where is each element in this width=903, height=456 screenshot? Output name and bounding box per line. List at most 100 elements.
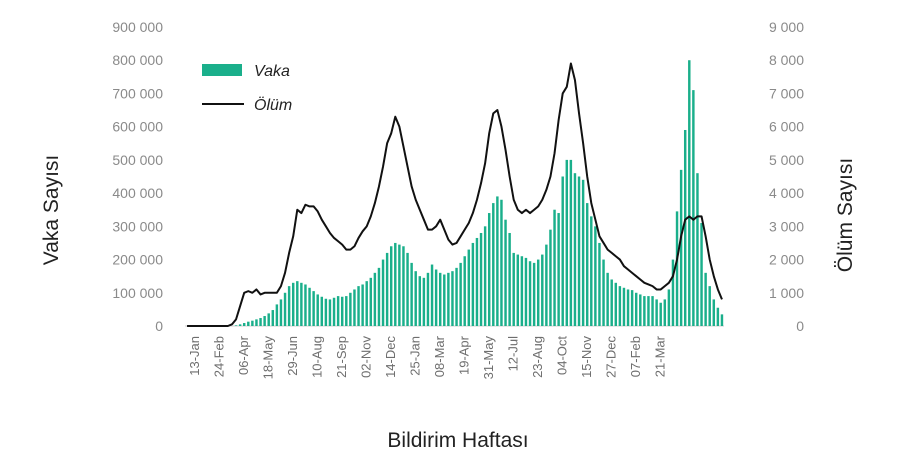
x-tick-label: 04-Oct <box>555 336 570 375</box>
case-bar <box>426 272 430 326</box>
case-bar <box>520 256 524 326</box>
case-bar <box>553 209 556 326</box>
case-bar <box>365 281 368 326</box>
left-tick-label: 300 000 <box>112 218 163 234</box>
case-bar <box>577 176 581 326</box>
case-bar <box>430 264 434 326</box>
x-tick-label: 21-Sep <box>334 336 349 378</box>
case-bar <box>712 299 716 326</box>
legend: Vaka Ölüm <box>202 63 292 114</box>
case-bar <box>369 277 373 326</box>
case-bar <box>381 259 385 326</box>
case-bar <box>659 302 662 326</box>
x-tick-label: 12-Jul <box>506 336 521 372</box>
case-bar <box>504 219 507 326</box>
case-bar <box>692 90 695 327</box>
case-bar <box>463 256 466 326</box>
case-bar <box>483 226 487 326</box>
left-axis-ticks: 0 100 000 200 000 300 000 400 000 500 000 600 … <box>112 19 163 334</box>
case-bar <box>528 261 532 326</box>
left-tick-label: 600 000 <box>112 119 163 135</box>
case-bar <box>459 262 462 326</box>
x-tick-label: 27-Dec <box>604 336 619 378</box>
death-line <box>187 62 723 327</box>
case-bar <box>565 159 569 326</box>
case-bar <box>639 294 642 326</box>
x-tick-label: 25-Jan <box>408 336 423 376</box>
case-bar <box>259 318 262 326</box>
case-bar <box>622 287 626 326</box>
case-bar <box>242 323 246 326</box>
case-bar <box>385 252 389 326</box>
case-bar <box>287 286 291 326</box>
case-bar <box>487 213 491 326</box>
y-right-axis-title: Ölüm Sayısı <box>834 158 857 272</box>
case-bar <box>353 289 356 326</box>
case-bar <box>716 307 720 326</box>
case-bar <box>451 271 454 326</box>
right-tick-label: 7 000 <box>769 85 804 101</box>
case-bar <box>651 296 654 326</box>
case-bar <box>671 259 675 326</box>
x-tick-label: 02-Nov <box>359 336 374 378</box>
case-bar <box>418 276 422 326</box>
x-tick-label: 24-Feb <box>212 336 227 377</box>
case-bar <box>667 289 671 326</box>
x-tick-label: 10-Aug <box>310 336 325 378</box>
left-tick-label: 100 000 <box>112 285 163 301</box>
case-bar <box>594 226 597 326</box>
case-bar <box>679 169 683 326</box>
case-bar <box>394 242 397 326</box>
x-tick-label: 19-Apr <box>457 335 472 375</box>
x-tick-label: 15-Nov <box>579 336 594 378</box>
case-bar <box>328 299 332 326</box>
case-bar <box>434 269 438 326</box>
case-bar <box>561 176 564 326</box>
case-bar <box>336 296 340 326</box>
case-bar <box>398 244 401 326</box>
case-bar <box>312 291 315 326</box>
x-tick-label: 14-Dec <box>383 336 398 378</box>
case-bar <box>704 272 707 326</box>
case-bar <box>389 246 393 326</box>
case-bar <box>606 272 609 326</box>
right-axis-ticks: 0 1 000 2 000 3 000 4 000 5 000 6 000 7 000 8 00… <box>769 19 804 334</box>
x-tick-label: 13-Jan <box>187 336 202 376</box>
case-bar <box>475 237 479 326</box>
case-bars <box>234 60 724 327</box>
case-bar <box>655 299 658 326</box>
case-bar <box>532 262 536 326</box>
x-tick-label: 07-Feb <box>628 336 643 377</box>
case-bar <box>569 159 573 326</box>
case-bar <box>557 213 560 326</box>
legend-label-olum: Ölüm <box>254 96 292 114</box>
case-bar <box>324 298 328 326</box>
case-bar <box>275 304 279 326</box>
case-bar <box>618 286 622 326</box>
case-bar <box>279 299 283 326</box>
case-bar <box>304 284 307 326</box>
case-bar <box>602 259 605 326</box>
left-tick-label: 700 000 <box>112 85 163 101</box>
case-bar <box>720 314 724 326</box>
x-tick-label: 06-Apr <box>236 335 251 375</box>
right-tick-label: 8 000 <box>769 52 804 68</box>
case-bar <box>402 246 405 326</box>
case-bar <box>291 282 295 326</box>
case-bar <box>500 199 503 326</box>
case-bar <box>630 290 634 326</box>
case-bar <box>467 249 471 326</box>
right-tick-label: 0 <box>796 318 804 334</box>
case-bar <box>675 211 679 326</box>
case-bar <box>332 297 336 326</box>
y-left-axis-title: Vaka Sayısı <box>40 155 63 266</box>
case-bar <box>406 252 409 326</box>
case-bar <box>438 272 442 326</box>
case-bar <box>443 274 446 326</box>
case-bar <box>247 321 250 326</box>
case-bar <box>610 279 613 326</box>
case-bar <box>377 267 381 326</box>
case-bar <box>320 296 324 326</box>
case-bar <box>361 284 364 326</box>
case-bar <box>316 294 319 326</box>
